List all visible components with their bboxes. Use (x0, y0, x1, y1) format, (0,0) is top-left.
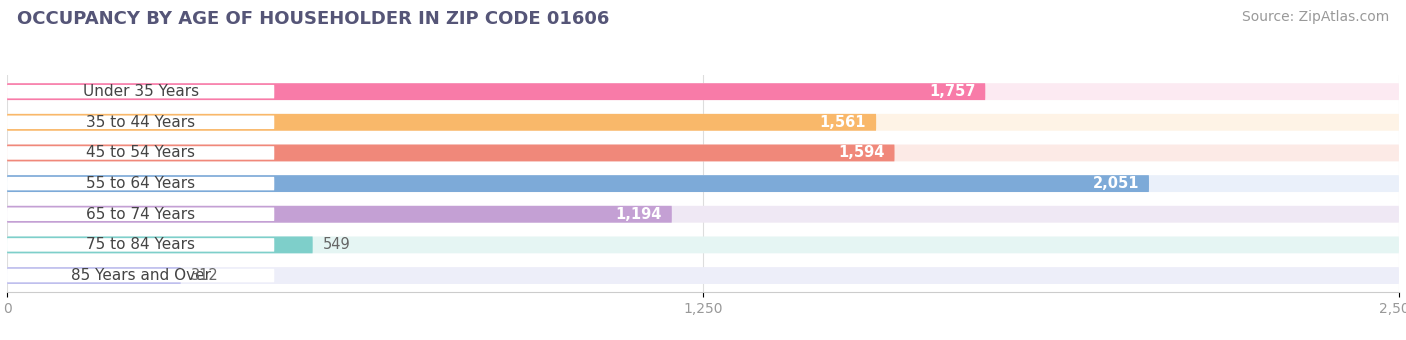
Text: 549: 549 (323, 237, 350, 252)
Text: Source: ZipAtlas.com: Source: ZipAtlas.com (1241, 10, 1389, 24)
FancyBboxPatch shape (7, 175, 1149, 192)
FancyBboxPatch shape (7, 206, 672, 223)
Text: 1,594: 1,594 (838, 146, 884, 160)
Text: OCCUPANCY BY AGE OF HOUSEHOLDER IN ZIP CODE 01606: OCCUPANCY BY AGE OF HOUSEHOLDER IN ZIP C… (17, 10, 609, 28)
FancyBboxPatch shape (7, 114, 1399, 131)
Text: 85 Years and Over: 85 Years and Over (70, 268, 211, 283)
FancyBboxPatch shape (7, 267, 1399, 284)
Text: 1,561: 1,561 (820, 115, 866, 130)
FancyBboxPatch shape (7, 267, 181, 284)
FancyBboxPatch shape (7, 269, 274, 282)
Text: 1,194: 1,194 (616, 207, 662, 222)
Text: 55 to 64 Years: 55 to 64 Years (86, 176, 195, 191)
FancyBboxPatch shape (7, 207, 274, 221)
FancyBboxPatch shape (7, 83, 1399, 100)
FancyBboxPatch shape (7, 144, 894, 162)
FancyBboxPatch shape (7, 144, 1399, 162)
Text: 35 to 44 Years: 35 to 44 Years (86, 115, 195, 130)
FancyBboxPatch shape (7, 116, 274, 129)
FancyBboxPatch shape (7, 146, 274, 160)
FancyBboxPatch shape (7, 177, 274, 190)
FancyBboxPatch shape (7, 175, 1399, 192)
FancyBboxPatch shape (7, 114, 876, 131)
FancyBboxPatch shape (7, 85, 274, 98)
FancyBboxPatch shape (7, 236, 1399, 253)
Text: 2,051: 2,051 (1092, 176, 1139, 191)
Text: 45 to 54 Years: 45 to 54 Years (86, 146, 195, 160)
Text: 65 to 74 Years: 65 to 74 Years (86, 207, 195, 222)
FancyBboxPatch shape (7, 236, 312, 253)
Text: 75 to 84 Years: 75 to 84 Years (86, 237, 195, 252)
FancyBboxPatch shape (7, 238, 274, 252)
Text: 312: 312 (191, 268, 218, 283)
FancyBboxPatch shape (7, 206, 1399, 223)
Text: Under 35 Years: Under 35 Years (83, 84, 198, 99)
FancyBboxPatch shape (7, 83, 986, 100)
Text: 1,757: 1,757 (929, 84, 976, 99)
